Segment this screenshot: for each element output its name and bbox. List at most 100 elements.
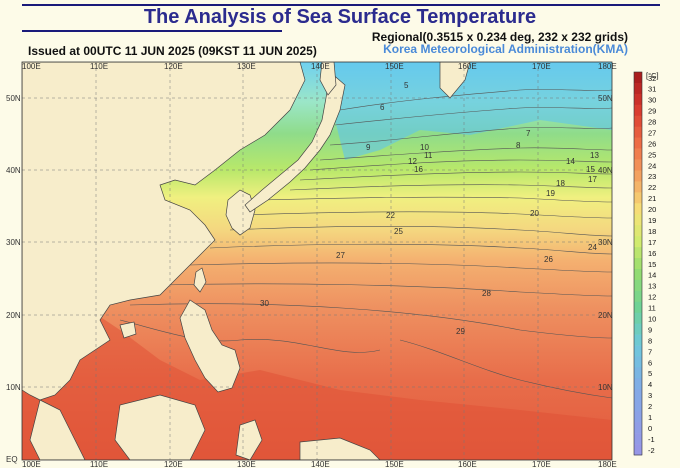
colorbar-swatch [634,345,642,357]
colorbar-label: 14 [648,271,656,280]
colorbar-swatch [634,290,642,303]
colorbar-swatch [634,367,642,379]
isotherms [119,89,612,399]
lon-label: 120E [164,62,183,71]
contour-label: 22 [386,211,395,220]
colorbar-label: 0 [648,424,652,433]
contour-label: 26 [544,255,553,264]
lon-label: 120E [164,460,183,468]
colorbar-swatch [634,82,642,95]
lon-label: 150E [385,460,404,468]
colorbar-swatch [634,126,642,138]
contour-label: 19 [546,189,555,198]
colorbar-label: 29 [648,107,656,116]
lon-labels: 100E 110E 120E 130E 140E 150E 160E 170E … [22,62,617,71]
colorbar-label: 19 [648,216,656,225]
lon-label: 160E [458,62,477,71]
contour-label: 9 [366,143,371,152]
colorbar-label: 21 [648,194,656,203]
lon-label: 160E [458,460,477,468]
lon-label: 140E [311,62,330,71]
colorbar-swatch [634,137,642,149]
cold-north [330,62,612,160]
contour-label: 10 [420,143,429,152]
colorbar-label: 28 [648,118,656,127]
contour-label: 7 [526,129,531,138]
colorbar-label: 4 [648,380,652,389]
colorbar-label: 5 [648,369,652,378]
lon-label: 170E [532,460,551,468]
lon-label: 100E [22,460,41,468]
colorbar-label: 8 [648,336,652,345]
map-frame [21,61,613,461]
colorbar-label: 16 [648,249,656,258]
colorbar-label: -1 [648,435,655,444]
colorbar-swatch [634,72,642,84]
colorbar-label: -2 [648,446,655,455]
colorbar-label: 24 [648,161,656,170]
lon-label: 170E [532,62,551,71]
lat-label: 30N [6,238,21,247]
colorbar-label: 11 [648,304,656,313]
colorbar-label: 20 [648,205,656,214]
lon-label: 140E [311,460,330,468]
lon-label: 180E [598,460,617,468]
lat-label: 40N [598,166,613,175]
colorbar-swatch [634,170,642,182]
colorbar-swatch [634,279,642,292]
borneo [114,394,206,460]
contour-label: 28 [482,289,491,298]
colorbar-label: 7 [648,347,652,356]
title-rule [22,30,282,32]
contour-label: 16 [414,165,423,174]
lat-label: 30N [598,238,613,247]
lon-labels-bottom: 100E 110E 120E 130E 140E 150E 160E 170E … [22,460,617,468]
contour-label: 11 [424,151,433,160]
colorbar-label: 25 [648,150,656,159]
lon-label: 110E [90,62,108,71]
colorbar-swatch [634,93,642,106]
colorbar-swatch [634,181,642,193]
contour-label: 25 [394,227,403,236]
colorbar-label: 9 [648,325,652,334]
lat-labels: 50N 40N 30N 20N 10N EQ [6,94,21,464]
colorbar-label: 27 [648,128,656,137]
colorbar-unit: [°C] [646,71,659,80]
colorbar-label: 10 [648,314,656,323]
lat-label: 20N [6,311,21,320]
colorbar-swatch [634,115,642,128]
colorbar-swatch [634,356,642,368]
kamchatka [439,62,471,99]
lat-label: 10N [598,383,613,392]
contour-label: 13 [590,151,599,160]
colorbar-swatch [634,258,642,270]
colorbar-label: 6 [648,358,652,367]
lat-lon-grid [22,62,612,460]
colorbar-label: 22 [648,183,656,192]
lat-label: 40N [6,166,21,175]
lat-label: 50N [598,94,613,103]
colorbar-swatch [634,444,642,456]
lon-label: 110E [90,460,108,468]
colorbar-label: 2 [648,402,652,411]
colorbar-swatch [634,400,642,412]
colorbar-swatch [634,236,642,248]
colorbar-label: 15 [648,260,656,269]
lon-label: 180E [598,62,617,71]
colorbar-swatch [634,159,642,171]
colorbar-label: 30 [648,96,656,105]
colorbar-swatch [634,104,642,117]
lon-label: 130E [237,62,256,71]
colorbar-label: 18 [648,227,656,236]
contour-label: 18 [556,179,565,188]
colorbar-swatch [634,214,642,226]
colorbar-label: 32 [648,74,656,83]
colorbar-swatch [634,192,642,204]
page-title: The Analysis of Sea Surface Temperature [143,6,537,28]
sulawesi [235,419,263,460]
colorbar-swatch [634,148,642,160]
korea-peninsula [225,189,256,236]
hainan [119,321,137,339]
contour-labels: 5 6 7 8 9 10 11 12 13 14 15 16 17 18 19 … [260,81,599,336]
